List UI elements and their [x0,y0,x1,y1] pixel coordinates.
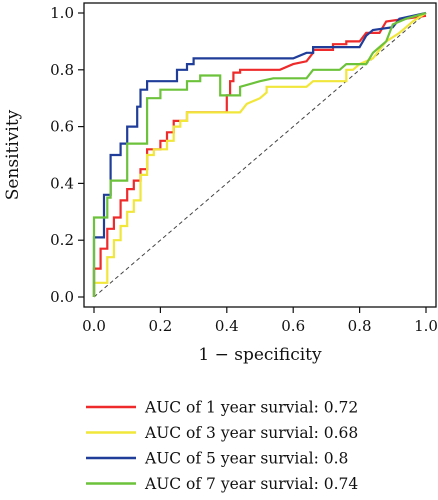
y-axis: 0.0 0.2 0.4 0.6 0.8 1.0 [50,4,84,306]
y-tick-label: 0.4 [50,174,74,192]
x-tick-label: 0.6 [281,317,305,335]
legend-label-4: AUC of 7 year survial: 0.74 [144,475,358,493]
series-layer [92,11,427,297]
y-tick-label: 0.8 [50,61,74,79]
x-axis: 0.0 0.2 0.4 0.6 0.8 1.0 [82,307,438,335]
plot-frame [83,2,437,308]
x-tick-label: 0.2 [148,317,172,335]
legend-label-3: AUC of 5 year survial: 0.8 [144,450,348,468]
legend-label-2: AUC of 3 year survial: 0.68 [144,424,358,442]
y-tick-label: 0.2 [50,231,74,249]
series-line-4 [92,11,427,297]
legend: AUC of 1 year survial: 0.72 AUC of 3 year… [86,399,358,493]
y-axis-label: Sensitivity [3,109,23,200]
y-tick-label: 0.0 [50,288,74,306]
y-tick-label: 1.0 [50,4,74,22]
x-tick-label: 0.8 [348,317,372,335]
x-tick-label: 0.0 [82,317,106,335]
x-tick-label: 0.4 [215,317,239,335]
y-tick-label: 0.6 [50,118,74,136]
x-axis-label: 1 − specificity [198,345,322,365]
x-tick-label: 1.0 [414,317,438,335]
legend-label-1: AUC of 1 year survial: 0.72 [144,399,358,417]
series-line-3 [92,11,427,297]
